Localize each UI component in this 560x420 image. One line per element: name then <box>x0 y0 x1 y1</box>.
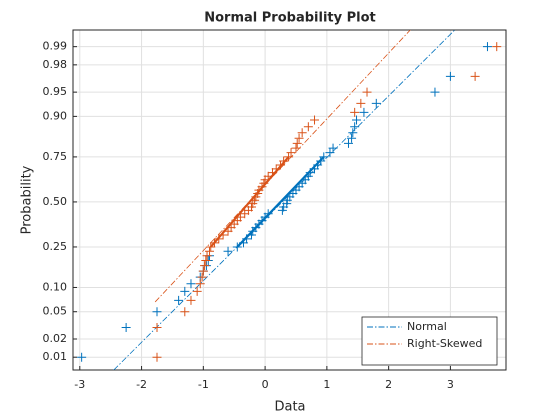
data-point <box>294 133 304 143</box>
y-tick-label: 0.99 <box>43 40 68 53</box>
data-point <box>152 352 162 362</box>
data-point <box>201 256 211 266</box>
data-point <box>362 87 372 97</box>
data-point <box>232 242 242 252</box>
data-point <box>350 122 360 132</box>
data-point <box>303 171 313 181</box>
data-point <box>350 107 360 117</box>
data-point <box>186 279 196 289</box>
data-point <box>305 168 315 178</box>
x-tick-label: 2 <box>385 378 392 391</box>
data-point <box>200 261 210 271</box>
y-tick-label: 0.98 <box>43 58 68 71</box>
data-point <box>284 152 294 162</box>
y-tick-label: 0.02 <box>43 332 68 345</box>
legend-box <box>361 316 498 366</box>
data-point <box>347 133 357 143</box>
data-point <box>223 246 233 256</box>
data-point <box>180 286 190 296</box>
data-point <box>202 251 212 261</box>
data-point <box>292 138 302 148</box>
chart-title: Normal Probability Plot <box>204 11 376 26</box>
data-point <box>121 322 131 332</box>
data-point <box>482 42 492 52</box>
data-point <box>343 138 353 148</box>
data-point <box>180 307 190 317</box>
data-point <box>430 87 440 97</box>
data-point <box>247 230 257 240</box>
data-point <box>286 148 296 158</box>
x-tick-label: -3 <box>74 378 85 391</box>
data-point <box>310 115 320 125</box>
x-tick-label: -1 <box>198 378 209 391</box>
data-point <box>192 286 202 296</box>
x-tick-label: 1 <box>323 378 330 391</box>
data-point <box>279 156 289 166</box>
data-point <box>77 352 87 362</box>
data-point <box>174 295 184 305</box>
data-point <box>297 128 307 138</box>
quartile-line <box>209 156 290 248</box>
data-point <box>268 168 278 178</box>
x-tick-label: 3 <box>447 378 454 391</box>
data-point <box>263 171 273 181</box>
data-point <box>356 98 366 108</box>
y-axis-label: Probability <box>20 165 35 234</box>
x-tick-label: -2 <box>136 378 147 391</box>
y-tick-label: 0.90 <box>43 109 68 122</box>
y-tick-label: 0.75 <box>43 150 68 163</box>
data-point <box>352 115 362 125</box>
data-point <box>325 148 335 158</box>
data-point <box>371 98 381 108</box>
x-tick-label: 0 <box>262 378 269 391</box>
y-tick-label: 0.10 <box>43 280 68 293</box>
legend-label: Normal <box>407 320 447 333</box>
data-point <box>359 107 369 117</box>
y-tick-label: 0.50 <box>43 195 68 208</box>
x-axis-label: Data <box>274 400 305 415</box>
data-point <box>470 71 480 81</box>
data-point <box>205 246 215 256</box>
data-point <box>319 152 329 162</box>
data-point <box>152 307 162 317</box>
data-point <box>198 266 208 276</box>
plot-frame <box>72 29 507 371</box>
data-point <box>206 242 216 252</box>
data-point <box>271 164 281 174</box>
data-point <box>152 322 162 332</box>
data-point <box>263 209 273 219</box>
y-tick-label: 0.95 <box>43 85 68 98</box>
y-tick-label: 0.05 <box>43 305 68 318</box>
data-point <box>195 279 205 289</box>
data-point <box>209 238 219 248</box>
y-tick-label: 0.01 <box>43 350 68 363</box>
data-point <box>214 234 224 244</box>
data-point <box>445 71 455 81</box>
data-point <box>303 122 313 132</box>
data-point <box>291 143 301 153</box>
legend-label: Right-Skewed <box>407 337 482 350</box>
data-point <box>492 42 502 52</box>
data-point <box>242 234 252 244</box>
data-point <box>348 128 358 138</box>
data-point <box>259 178 269 188</box>
reference-line <box>154 30 411 303</box>
plot-area <box>77 30 502 370</box>
data-point <box>197 272 207 282</box>
data-point <box>218 230 228 240</box>
y-tick-label: 0.25 <box>43 240 68 253</box>
data-point <box>328 143 338 153</box>
data-point <box>186 295 196 305</box>
